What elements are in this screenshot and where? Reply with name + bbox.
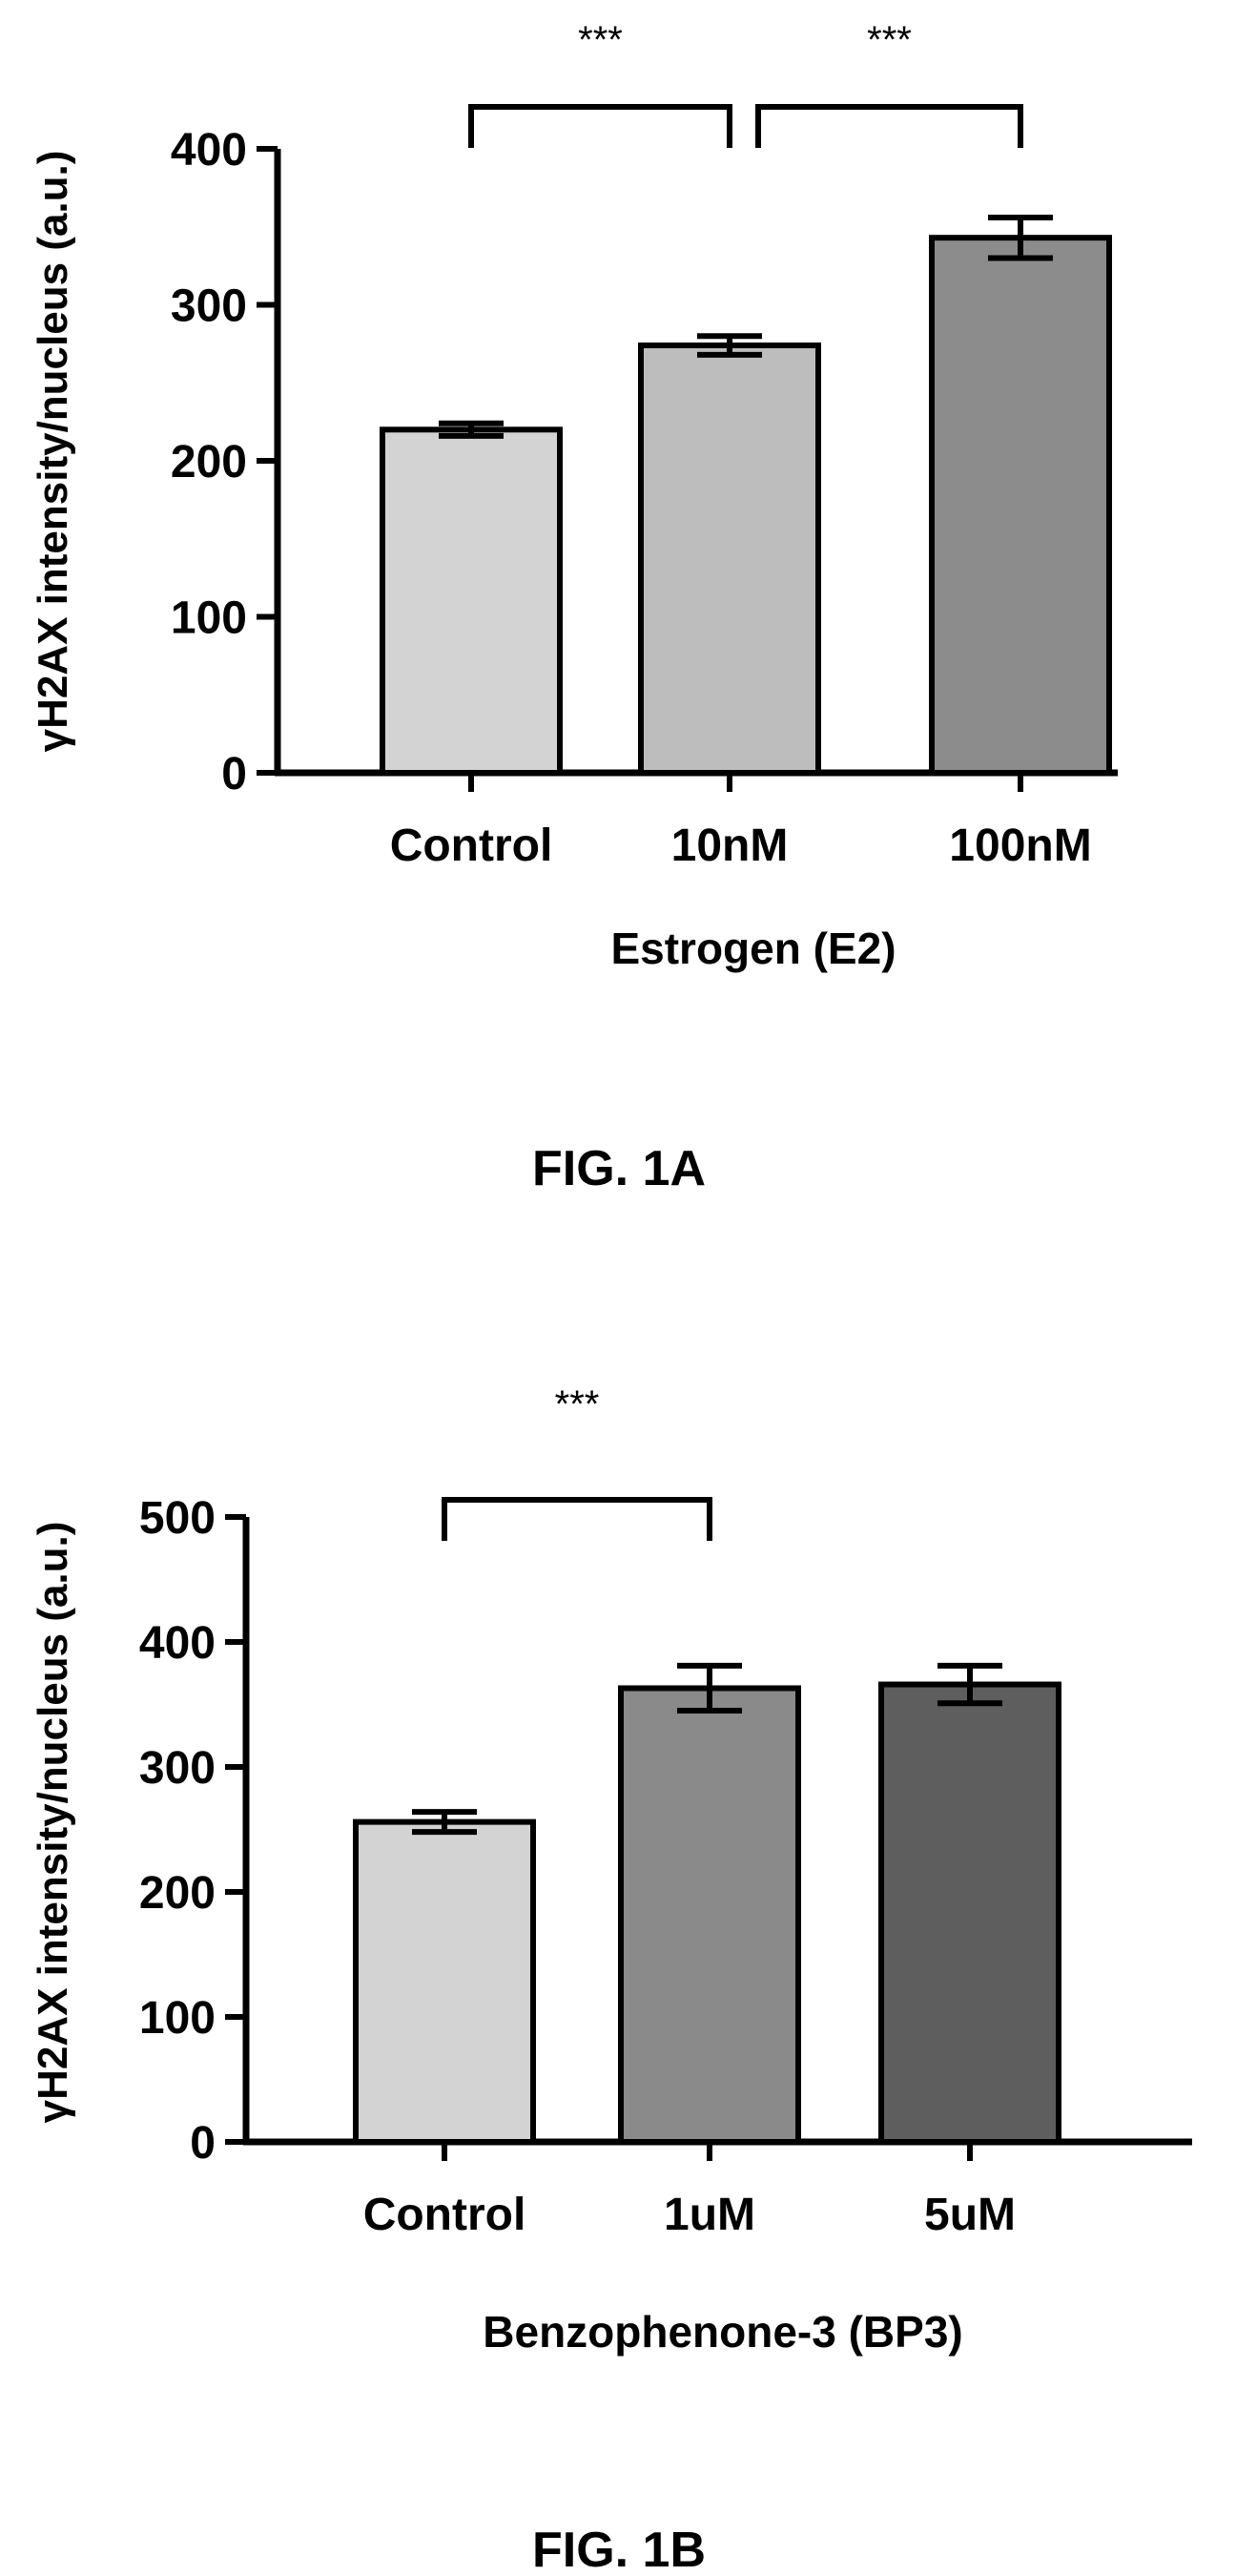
y-tick-label: 200 bbox=[139, 1868, 216, 1919]
bar bbox=[353, 1818, 536, 2145]
plot-area: 0 100 200 300 400 500 Control 1uM 5uM *** bbox=[139, 1383, 1192, 2240]
chart-estrogen: 0 100 200 300 400 Control 10nM 100nM *** *** γH2A… bbox=[30, 19, 1118, 1196]
x-tick-label: 100nM bbox=[949, 821, 1091, 871]
y-tick-label: 400 bbox=[139, 1618, 216, 1669]
y-tick-label: 400 bbox=[171, 125, 247, 176]
chart-benzophenone: 0 100 200 300 400 500 Control 1uM 5uM *** γH2AX i… bbox=[30, 1383, 1192, 2576]
significance-label: *** bbox=[578, 19, 623, 61]
significance-label: *** bbox=[555, 1383, 600, 1425]
y-tick-label: 200 bbox=[171, 437, 247, 488]
y-axis-label: γH2AX intensity/nucleus (a.u.) bbox=[30, 151, 76, 753]
y-tick-label: 0 bbox=[190, 2118, 216, 2169]
bar bbox=[929, 235, 1112, 776]
x-tick-label: Control bbox=[363, 2190, 526, 2240]
significance-label: *** bbox=[867, 19, 912, 61]
figure-caption: FIG. 1B bbox=[532, 2523, 706, 2576]
x-axis-label: Estrogen (E2) bbox=[610, 924, 896, 973]
y-tick-label: 100 bbox=[139, 1993, 216, 2044]
bar bbox=[380, 426, 563, 776]
y-tick-label: 300 bbox=[171, 281, 247, 332]
plot-area: 0 100 200 300 400 Control 10nM 100nM *** *** bbox=[171, 19, 1118, 871]
y-tick-label: 300 bbox=[139, 1743, 216, 1794]
significance-bracket bbox=[468, 104, 732, 148]
x-tick-label: 10nM bbox=[671, 821, 789, 871]
bar bbox=[638, 343, 821, 776]
y-axis-label: γH2AX intensity/nucleus (a.u.) bbox=[30, 1522, 76, 2124]
x-tick-label: Control bbox=[390, 821, 553, 871]
x-tick-label: 1uM bbox=[664, 2190, 755, 2240]
figure-caption: FIG. 1A bbox=[532, 1141, 706, 1196]
bar bbox=[878, 1681, 1061, 2146]
y-tick-label: 0 bbox=[221, 749, 247, 800]
x-axis-label: Benzophenone-3 (BP3) bbox=[483, 2307, 962, 2357]
bar bbox=[618, 1685, 801, 2145]
y-tick-label: 500 bbox=[139, 1493, 216, 1544]
significance-bracket bbox=[442, 1497, 712, 1541]
significance-bracket bbox=[755, 104, 1023, 148]
y-tick-label: 100 bbox=[171, 593, 247, 644]
x-tick-label: 5uM bbox=[924, 2190, 1016, 2240]
